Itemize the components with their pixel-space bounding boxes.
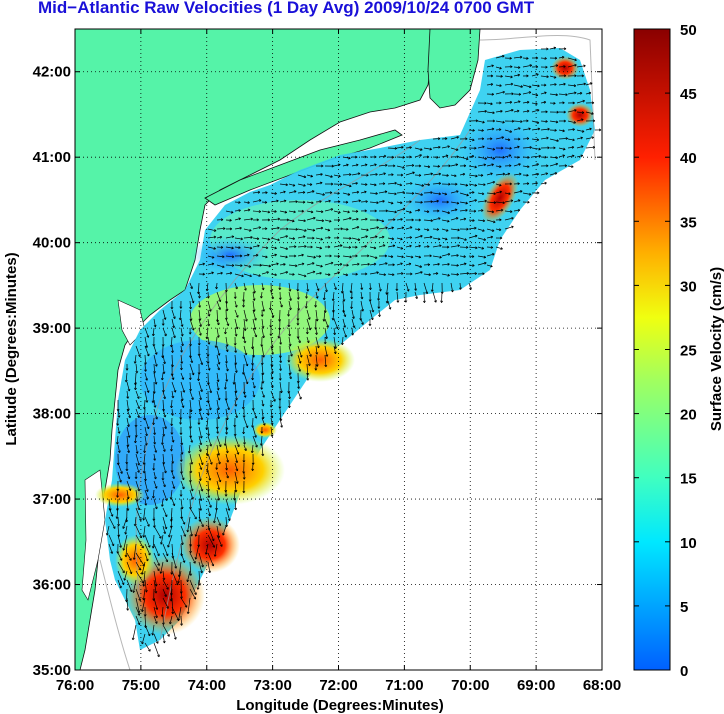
colorbar-tick-label: 10	[680, 535, 697, 552]
colorbar-tick-label: 0	[680, 663, 688, 680]
x-axis: 76:00 75:00 74:00 73:00 72:00 71:00 70:00 69:00…	[56, 29, 621, 694]
colorbar-tick-label: 30	[680, 278, 697, 295]
x-tick-label: 71:00	[385, 677, 423, 694]
x-axis-label: Longitude (Degrees:Minutes)	[236, 697, 444, 714]
colorbar	[633, 28, 671, 671]
grid-lines	[75, 29, 602, 670]
y-tick-label: 38:00	[33, 406, 71, 423]
y-tick-label: 39:00	[33, 320, 71, 337]
y-tick-label: 41:00	[33, 149, 71, 166]
cape-cod	[427, 29, 481, 109]
colorbar-tick-label: 45	[680, 86, 697, 103]
y-axis-label: Latitude (Degrees:Minutes)	[3, 252, 20, 445]
land-mass	[75, 29, 433, 670]
y-axis: 35:00 36:00 37:00 38:00 39:00 40:00 41:00 42:00	[33, 64, 602, 679]
x-tick-label: 74:00	[188, 677, 226, 694]
colorbar-tick-label: 50	[680, 22, 697, 39]
y-tick-label: 37:00	[33, 491, 71, 508]
colorbar-tick-label: 15	[680, 471, 697, 488]
plot-title: Mid−Atlantic Raw Velocities (1 Day Avg) …	[38, 0, 535, 17]
colorbar-tick-label: 40	[680, 150, 697, 167]
y-tick-label: 36:00	[33, 577, 71, 594]
x-tick-label: 72:00	[319, 677, 357, 694]
x-tick-label: 69:00	[517, 677, 555, 694]
y-tick-label: 40:00	[33, 235, 71, 252]
colorbar-tick-label: 35	[680, 214, 697, 231]
x-tick-label: 76:00	[56, 677, 94, 694]
x-tick-label: 68:00	[583, 677, 621, 694]
long-island	[204, 129, 403, 206]
colorbar-tick-label: 20	[680, 407, 697, 424]
y-tick-label: 35:00	[33, 662, 71, 679]
colorbar-tick-label: 5	[680, 599, 688, 616]
velocity-vectors	[105, 46, 602, 658]
colorbar-label: Surface Velocity (cm/s)	[708, 267, 724, 431]
x-tick-label: 73:00	[253, 677, 291, 694]
y-tick-label: 42:00	[33, 64, 71, 81]
colorbar-axis: 0 5 10 15 20 25 30 35 40 45 50	[634, 22, 697, 680]
colorbar-tick-label: 25	[680, 343, 697, 360]
x-tick-label: 75:00	[122, 677, 160, 694]
x-tick-label: 70:00	[451, 677, 489, 694]
